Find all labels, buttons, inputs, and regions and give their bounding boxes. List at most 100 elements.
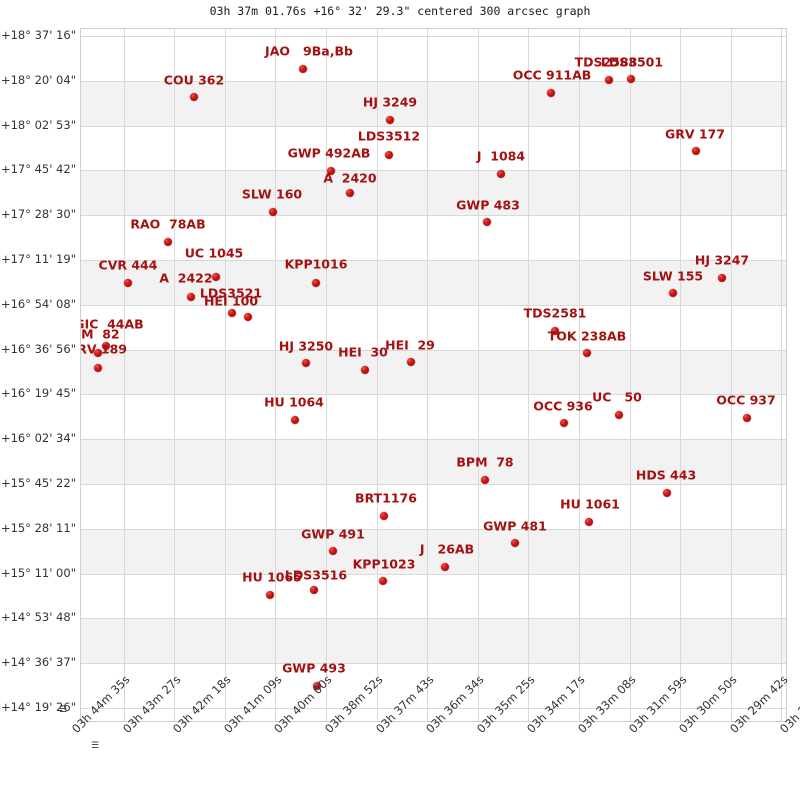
gridline-vertical <box>730 29 732 721</box>
data-point-label: J 26AB <box>419 541 475 557</box>
data-point-label: HJ 3250 <box>278 338 334 354</box>
data-point[interactable] <box>187 293 195 301</box>
data-point[interactable] <box>327 167 335 175</box>
gridline-horizontal <box>81 80 786 82</box>
y-axis-minor-marker: ☰ <box>59 705 68 715</box>
y-axis-tick-label: +16° 36' 56" <box>0 341 76 356</box>
data-point[interactable] <box>124 279 132 287</box>
data-point[interactable] <box>190 93 198 101</box>
y-axis-tick-label: +16° 02' 34" <box>0 431 76 446</box>
chart-title: 03h 37m 01.76s +16° 32' 29.3" centered 3… <box>209 4 591 18</box>
data-point-label: HJ 3247 <box>694 252 750 268</box>
data-point-label: KPP1023 <box>352 556 416 572</box>
gridline-horizontal <box>81 304 786 306</box>
data-point-label: HDS 443 <box>635 467 697 483</box>
data-point-label: CVR 444 <box>98 257 158 273</box>
data-point-label: LDS3516 <box>284 567 348 583</box>
data-point-label: BPM 78 <box>456 454 514 470</box>
gridline-vertical <box>781 29 783 721</box>
data-point-label: GWP 492AB <box>287 145 371 161</box>
data-point-label: COU 362 <box>163 72 225 88</box>
data-point[interactable] <box>585 518 593 526</box>
data-point[interactable] <box>692 147 700 155</box>
data-point-label: A 2420 <box>323 170 377 186</box>
data-point[interactable] <box>583 349 591 357</box>
data-point-label: RAO 78AB <box>130 216 206 232</box>
data-point-label: HU 1061 <box>560 496 620 512</box>
data-point[interactable] <box>266 591 274 599</box>
data-point[interactable] <box>547 89 555 97</box>
data-point[interactable] <box>669 289 677 297</box>
gridline-horizontal <box>81 260 786 261</box>
data-point[interactable] <box>385 151 393 159</box>
data-point-label: A 2422 <box>159 270 213 286</box>
data-point[interactable] <box>379 577 387 585</box>
data-point-label: GIC 44AB <box>80 316 144 332</box>
data-point-label: KPP1016 <box>284 256 348 272</box>
data-point[interactable] <box>291 416 299 424</box>
data-point[interactable] <box>560 419 568 427</box>
plot-band <box>81 260 786 305</box>
data-point[interactable] <box>743 414 751 422</box>
gridline-horizontal <box>81 573 786 575</box>
gridline-vertical <box>174 29 176 721</box>
data-point[interactable] <box>329 547 337 555</box>
data-point[interactable] <box>718 274 726 282</box>
plot-band <box>81 170 786 216</box>
data-point[interactable] <box>663 489 671 497</box>
gridline-horizontal <box>81 125 786 127</box>
gridline-horizontal <box>81 663 786 665</box>
data-point[interactable] <box>164 238 172 246</box>
data-point[interactable] <box>244 313 252 321</box>
data-point-label: OCC 937 <box>716 392 776 408</box>
data-point[interactable] <box>94 364 102 372</box>
data-point[interactable] <box>615 411 623 419</box>
data-point-label: J 1084 <box>476 148 526 164</box>
plot-band <box>81 80 786 126</box>
data-point[interactable] <box>551 327 559 335</box>
data-point[interactable] <box>302 359 310 367</box>
data-point[interactable] <box>407 358 415 366</box>
data-point[interactable] <box>346 189 354 197</box>
data-point[interactable] <box>361 366 369 374</box>
data-point[interactable] <box>102 342 110 350</box>
data-point[interactable] <box>212 273 220 281</box>
data-point-label: TOK 238AB <box>547 328 627 344</box>
data-point-label: SLW 160 <box>241 186 303 202</box>
data-point[interactable] <box>312 279 320 287</box>
data-point[interactable] <box>310 586 318 594</box>
data-point[interactable] <box>269 208 277 216</box>
data-point-label: LDS3512 <box>357 128 421 144</box>
data-point-label: BRT1176 <box>355 490 417 506</box>
data-point-label: GRV 189 <box>81 341 128 357</box>
gridline-horizontal <box>81 215 786 217</box>
data-point[interactable] <box>313 682 321 690</box>
gridline-horizontal <box>81 349 786 351</box>
data-point-label: GWP 493 <box>282 660 346 676</box>
data-point[interactable] <box>380 512 388 520</box>
data-point[interactable] <box>483 218 491 226</box>
data-point[interactable] <box>627 75 635 83</box>
gridline-horizontal <box>81 618 786 620</box>
gridline-vertical <box>376 29 378 721</box>
data-point-label: HEI 100 <box>203 293 259 309</box>
data-point[interactable] <box>228 309 236 317</box>
gridline-horizontal <box>81 394 786 396</box>
data-point-label: HU 1065 <box>242 569 302 585</box>
data-point-label: GWP 491 <box>301 526 365 542</box>
data-point[interactable] <box>481 476 489 484</box>
data-point[interactable] <box>386 116 394 124</box>
data-point[interactable] <box>441 563 449 571</box>
data-point-label: JAO 9Ba,Bb <box>265 43 353 59</box>
data-point[interactable] <box>299 65 307 73</box>
data-point[interactable] <box>511 539 519 547</box>
data-point[interactable] <box>605 76 613 84</box>
gridline-horizontal <box>81 484 786 485</box>
gridline-vertical <box>275 29 277 721</box>
data-point-label: LDS3521 <box>199 285 263 301</box>
data-point-label: UC 1045 <box>184 245 244 261</box>
gridline-horizontal <box>81 528 786 530</box>
data-point[interactable] <box>497 170 505 178</box>
data-point[interactable] <box>94 349 102 357</box>
y-axis-tick-label: +15° 45' 22" <box>0 476 76 490</box>
